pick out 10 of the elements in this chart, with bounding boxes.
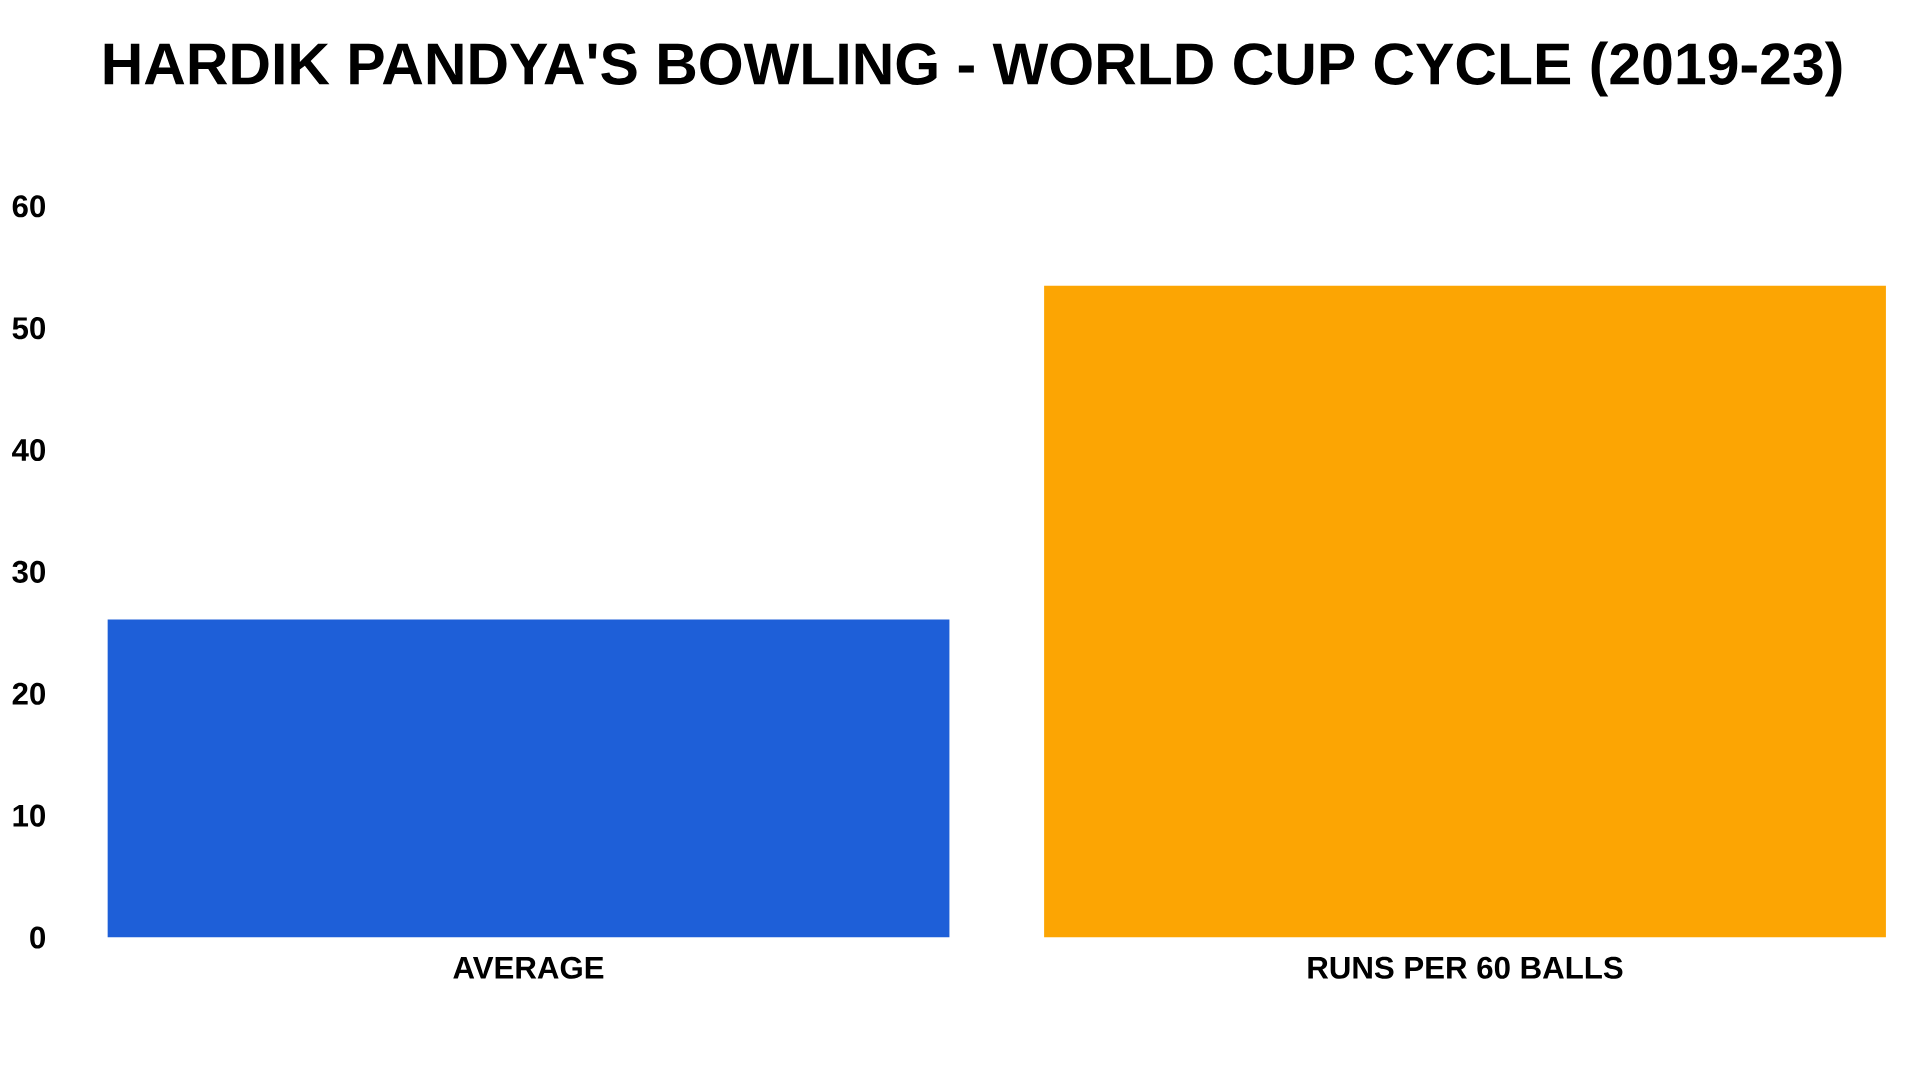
y-tick-label: 10 — [13, 804, 46, 827]
y-tick-label: 50 — [12, 317, 46, 340]
y-tick-label: 40 — [12, 439, 46, 462]
y-tick-label: 0 — [30, 926, 46, 949]
x-tick-label: RUNS PER 60 BALLS — [1308, 956, 1623, 979]
x-tick-label: AVERAGE — [453, 956, 604, 979]
y-tick-label: 20 — [12, 682, 46, 705]
y-tick-label: 60 — [12, 195, 46, 218]
chart-title: HARDIK PANDYA'S BOWLING - WORLD CUP CYCLE (2019-23) — [104, 41, 1842, 97]
y-tick-label: 30 — [12, 560, 46, 584]
